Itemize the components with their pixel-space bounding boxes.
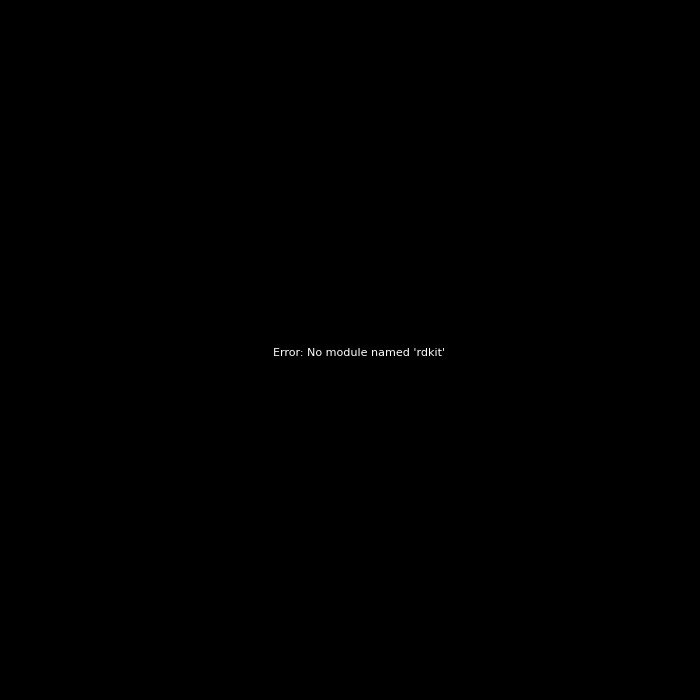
Text: Error: No module named 'rdkit': Error: No module named 'rdkit' [273,349,444,358]
